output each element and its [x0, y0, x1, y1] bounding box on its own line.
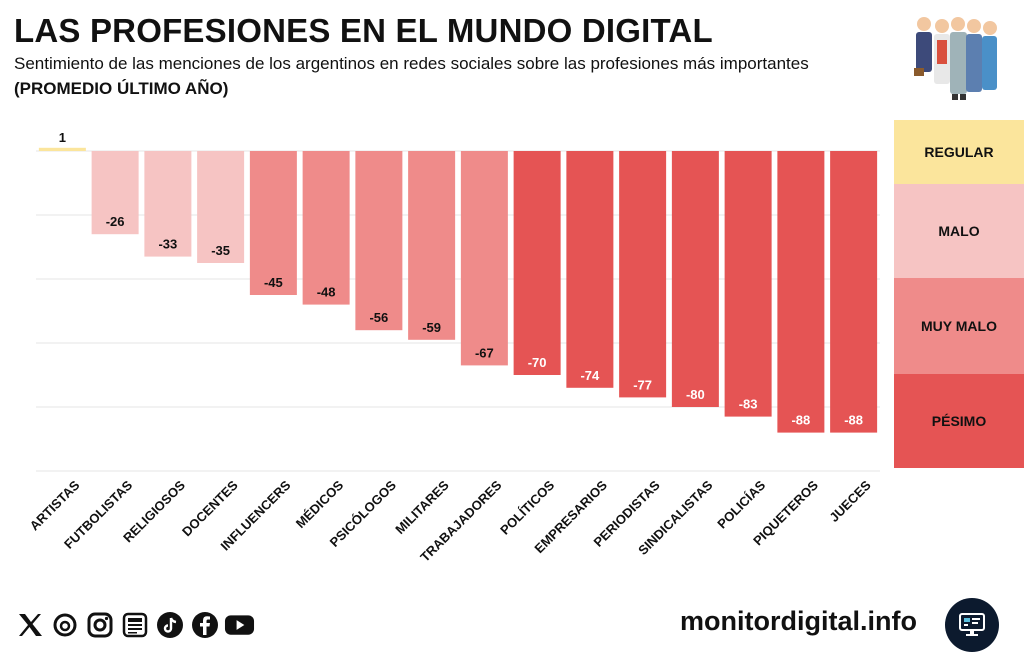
- legend-label: REGULAR: [924, 144, 994, 160]
- instagram-icon[interactable]: [84, 610, 115, 641]
- data-label: -48: [317, 285, 336, 300]
- period-note: (PROMEDIO ÚLTIMO AÑO): [14, 79, 229, 98]
- data-label: -67: [475, 345, 494, 360]
- legend-item-regular: REGULAR: [894, 120, 1024, 184]
- bar: [408, 151, 456, 340]
- bar: [777, 151, 825, 433]
- news-icon[interactable]: [119, 610, 150, 641]
- data-label: -88: [844, 413, 863, 428]
- professionals-group-icon: [914, 17, 997, 100]
- bar: [91, 151, 139, 235]
- bar: [460, 151, 508, 366]
- data-label: -80: [686, 387, 705, 402]
- youtube-icon[interactable]: [224, 610, 255, 641]
- brand-name[interactable]: monitordigital.info: [680, 606, 917, 636]
- data-label: -45: [264, 275, 283, 290]
- bar: [249, 151, 297, 295]
- data-label: -70: [528, 355, 547, 370]
- legend-item-muy-malo: MUY MALO: [894, 278, 1024, 374]
- bar-chart: 1ARTISTAS-26FUTBOLISTAS-33RELIGIOSOS-35D…: [27, 130, 880, 565]
- facebook-icon[interactable]: [189, 610, 220, 641]
- category-label: MÉDICOS: [293, 477, 347, 531]
- legend-item-malo: MALO: [894, 184, 1024, 278]
- data-label: -56: [369, 310, 388, 325]
- data-label: -88: [791, 413, 810, 428]
- bar: [302, 151, 350, 305]
- legend-label: MALO: [938, 223, 980, 239]
- bar: [671, 151, 719, 407]
- bar: [619, 151, 667, 398]
- category-label: POLICÍAS: [714, 477, 768, 531]
- bar: [724, 151, 772, 417]
- legend-label: MUY MALO: [921, 318, 997, 334]
- sentiment-legend: REGULAR MALO MUY MALO PÉSIMO: [894, 120, 1024, 468]
- bar: [38, 147, 86, 151]
- legend-item-pesimo: PÉSIMO: [894, 374, 1024, 468]
- bar: [144, 151, 192, 257]
- data-label: 1: [59, 130, 66, 145]
- threads-icon[interactable]: [49, 610, 80, 641]
- x-icon[interactable]: [14, 610, 45, 641]
- data-label: -83: [739, 397, 758, 412]
- data-label: -74: [580, 368, 600, 383]
- category-label: JUECES: [826, 477, 874, 525]
- category-label: ARTISTAS: [27, 477, 83, 533]
- data-label: -26: [106, 214, 125, 229]
- bar: [513, 151, 561, 375]
- legend-label: PÉSIMO: [931, 413, 987, 429]
- data-label: -35: [211, 243, 230, 258]
- bar: [830, 151, 878, 433]
- bar: [355, 151, 403, 331]
- page-title: LAS PROFESIONES EN EL MUNDO DIGITAL: [14, 12, 713, 49]
- social-links: [14, 608, 255, 642]
- page-subtitle: Sentimiento de las menciones de los arge…: [14, 54, 809, 73]
- bar: [566, 151, 614, 388]
- monitor-icon: [945, 598, 999, 652]
- data-label: -59: [422, 320, 441, 335]
- data-label: -33: [158, 237, 177, 252]
- data-label: -77: [633, 377, 652, 392]
- tiktok-icon[interactable]: [154, 610, 185, 641]
- bar: [197, 151, 245, 263]
